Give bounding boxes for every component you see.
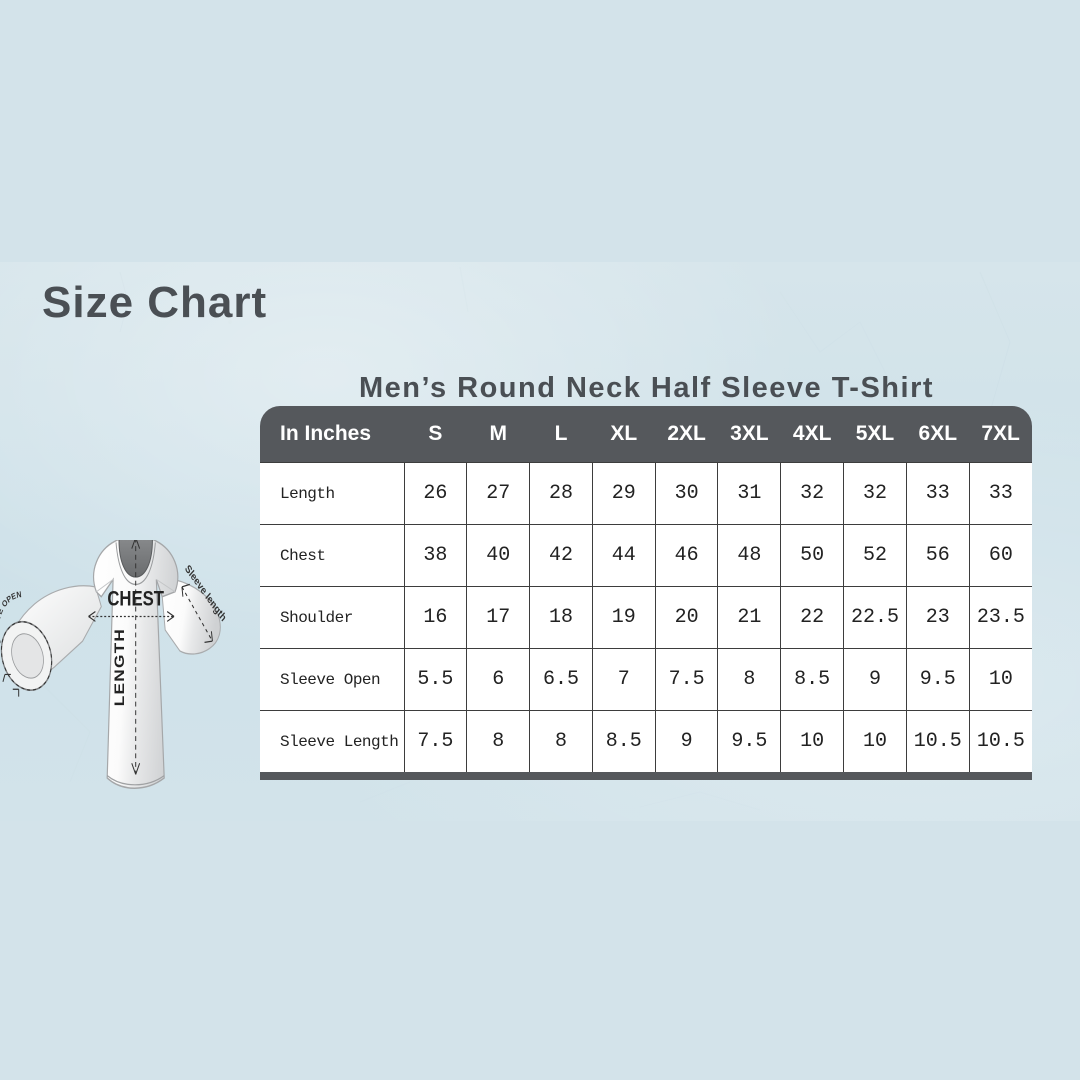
svg-text:LENGTH: LENGTH [112,628,127,706]
svg-text:CHEST: CHEST [107,588,164,611]
